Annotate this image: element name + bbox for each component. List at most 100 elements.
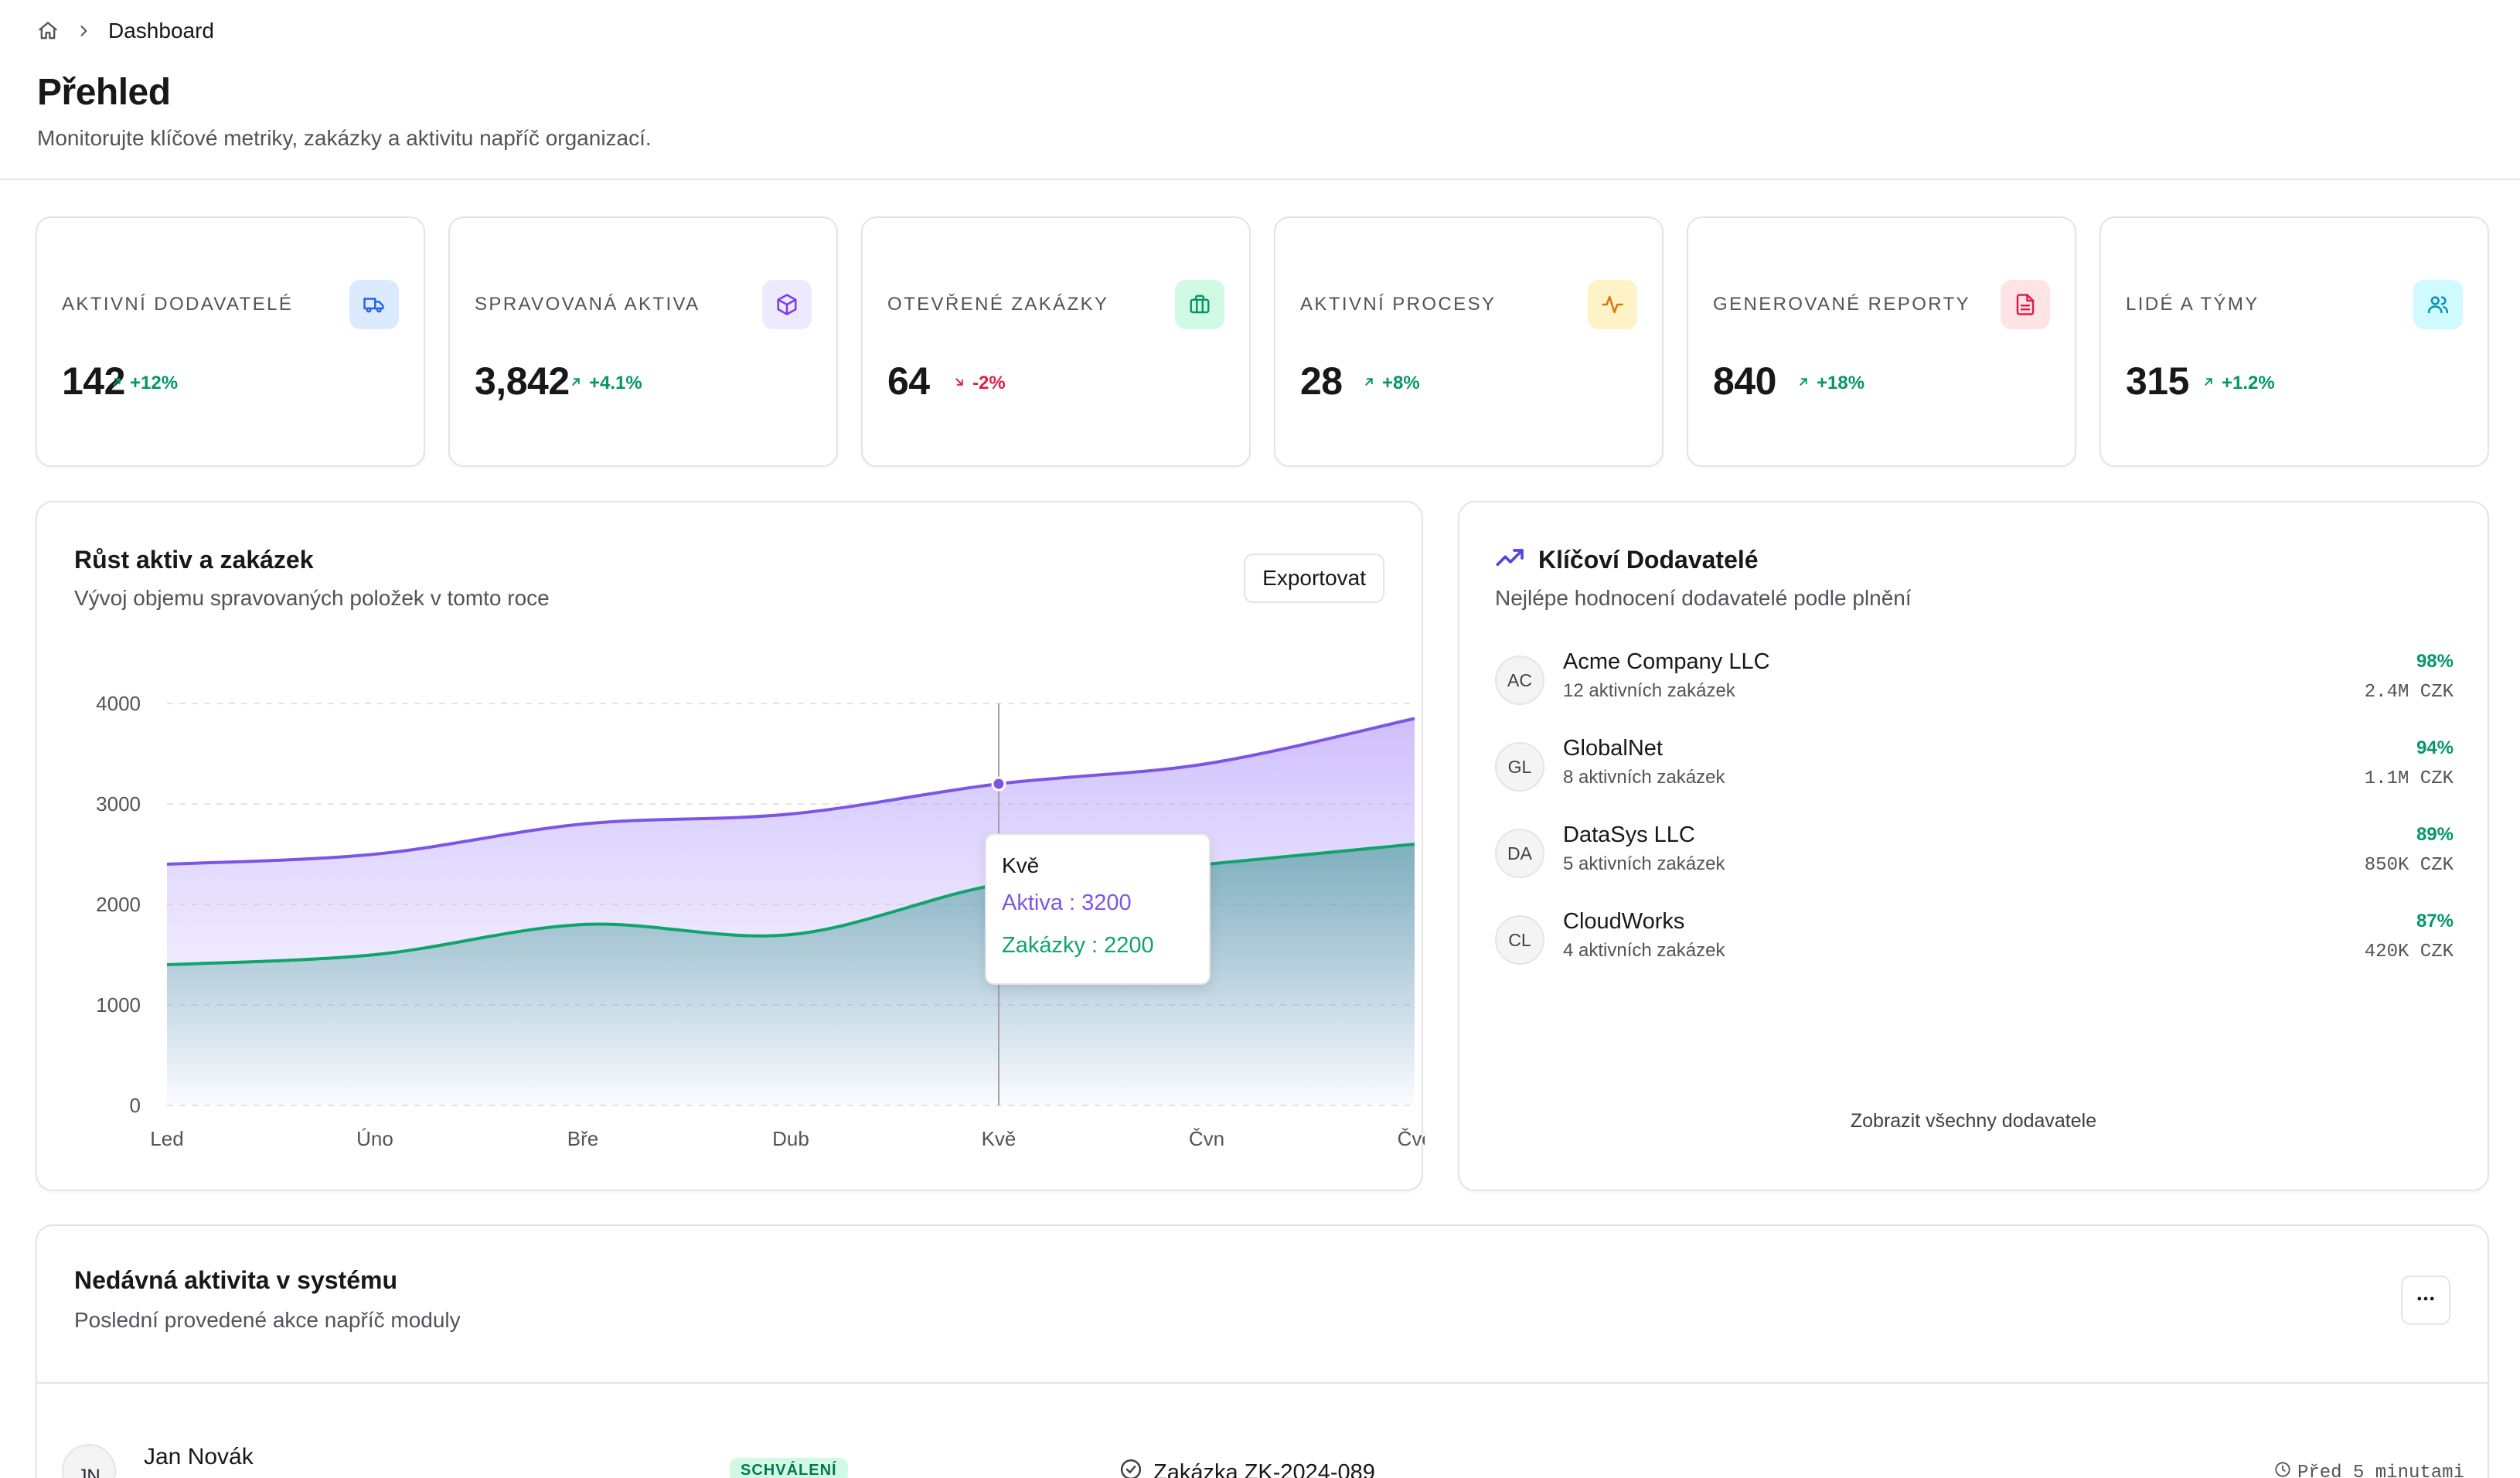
x-tick-label: Kvě — [982, 1127, 1017, 1150]
page-subtitle: Monitorujte klíčové metriky, zakázky a a… — [37, 126, 652, 150]
stat-delta-value: +8% — [1382, 373, 1420, 393]
hover-point-0 — [991, 776, 1006, 792]
supplier-name: DataSys LLC — [1563, 822, 1695, 847]
stat-delta: +8% — [1362, 373, 1420, 394]
growth-chart[interactable]: 0 1000 2000 3000 4000 Led Úno Bře Dub Kvě Čvn Čvc — [37, 502, 1425, 1193]
arrow-up-right-icon — [2202, 373, 2215, 394]
arrow-up-right-icon — [1796, 373, 1810, 394]
page-title: Přehled — [37, 72, 171, 113]
arrow-down-right-icon — [952, 373, 966, 394]
supplier-score: 94% — [2416, 737, 2454, 758]
supplier-avatar: CL — [1495, 915, 1544, 965]
supplier-row[interactable]: CL CloudWorks 4 aktivních zakázek 87% 42… — [1495, 909, 2454, 971]
x-tick-label: Led — [150, 1127, 183, 1150]
stat-value: 315 — [2126, 359, 2189, 403]
stat-delta: +12% — [110, 373, 178, 394]
stat-delta-value: +1.2% — [2222, 373, 2275, 393]
breadcrumb: Dashboard — [37, 17, 214, 45]
stat-value: 3,842 — [475, 359, 570, 403]
stat-value: 64 — [887, 359, 930, 403]
supplier-orders: 4 aktivních zakázek — [1563, 940, 1725, 961]
supplier-row[interactable]: DA DataSys LLC 5 aktivních zakázek 89% 8… — [1495, 822, 2454, 884]
stat-card-suppliers[interactable]: Aktivní dodavatelé 142 +12% — [36, 216, 425, 467]
supplier-score: 98% — [2416, 651, 2454, 672]
supplier-name: CloudWorks — [1563, 909, 1685, 934]
stat-card-processes[interactable]: Aktivní procesy 28 +8% — [1274, 216, 1664, 467]
supplier-amount: 2.4M CZK — [2364, 682, 2454, 703]
stat-delta: +1.2% — [2202, 373, 2275, 394]
arrow-up-right-icon — [1362, 373, 1376, 394]
stat-card-orders[interactable]: Otevřené zakázky 64 -2% — [861, 216, 1251, 467]
trending-up-icon — [1495, 543, 1526, 577]
activity-title: Nedávná aktivita v systému — [74, 1266, 397, 1294]
x-tick-label: Úno — [356, 1127, 393, 1150]
stat-label: Otevřené zakázky — [887, 294, 1109, 315]
view-all-suppliers-link[interactable]: Zobrazit všechny dodavatele — [1850, 1110, 2097, 1132]
activity-icon — [1588, 280, 1637, 329]
stat-label: Aktivní procesy — [1300, 294, 1497, 315]
activity-reference-label: Zakázka ZK-2024-089 — [1153, 1459, 1375, 1478]
arrow-up-right-icon — [110, 373, 124, 394]
file-text-icon — [2001, 280, 2050, 329]
activity-subtitle: Poslední provedené akce napříč moduly — [74, 1308, 461, 1332]
tooltip-orders: Zakázky : 2200 — [1002, 933, 1154, 958]
more-horizontal-icon — [2415, 1288, 2437, 1313]
y-tick-label: 2000 — [96, 893, 141, 916]
stat-delta: +4.1% — [569, 373, 642, 394]
x-tick-label: Čvc — [1398, 1127, 1425, 1150]
supplier-avatar: GL — [1495, 742, 1544, 792]
tooltip-assets: Aktiva : 3200 — [1002, 891, 1132, 915]
stat-delta-value: -2% — [972, 373, 1006, 393]
header-divider — [0, 179, 2520, 180]
supplier-score: 87% — [2416, 911, 2454, 931]
y-tick-label: 4000 — [96, 692, 141, 715]
stat-card-people[interactable]: Lidé a týmy 315 +1.2% — [2099, 216, 2489, 467]
supplier-amount: 420K CZK — [2364, 942, 2454, 962]
check-circle-icon — [1119, 1458, 1143, 1478]
supplier-amount: 1.1M CZK — [2364, 768, 2454, 789]
breadcrumb-current[interactable]: Dashboard — [108, 19, 214, 43]
supplier-amount: 850K CZK — [2364, 855, 2454, 876]
stat-value: 840 — [1713, 359, 1776, 403]
export-button[interactable]: Exportovat — [1244, 553, 1384, 603]
tooltip-title: Kvě — [1002, 853, 1040, 877]
activity-panel: Nedávná aktivita v systému Poslední prov… — [36, 1224, 2489, 1478]
box-icon — [762, 280, 812, 329]
users-icon — [2413, 280, 2463, 329]
suppliers-panel: Klíčoví Dodavatelé Nejlépe hodnocení dod… — [1458, 501, 2489, 1191]
activity-avatar: JN — [62, 1444, 116, 1478]
growth-chart-panel: Růst aktiv a zakázek Vývoj objemu spravo… — [36, 501, 1425, 1193]
chart-panel-title: Růst aktiv a zakázek — [74, 546, 314, 574]
activity-user-name: Jan Novák — [144, 1444, 254, 1469]
home-icon[interactable] — [37, 20, 59, 42]
supplier-name: GlobalNet — [1563, 736, 1663, 761]
y-tick-label: 0 — [130, 1094, 141, 1117]
chart-panel-subtitle: Vývoj objemu spravovaných položek v tomt… — [74, 586, 550, 610]
stat-delta: +18% — [1796, 373, 1864, 394]
more-options-button[interactable] — [2401, 1275, 2450, 1325]
stat-value: 142 — [62, 359, 125, 403]
supplier-score: 89% — [2416, 824, 2454, 845]
stat-label: Generované reporty — [1713, 294, 1971, 315]
supplier-row[interactable]: GL GlobalNet 8 aktivních zakázek 94% 1.1… — [1495, 736, 2454, 798]
activity-divider — [37, 1382, 2488, 1384]
activity-reference[interactable]: Zakázka ZK-2024-089 — [1119, 1458, 1375, 1478]
supplier-row[interactable]: AC Acme Company LLC 12 aktivních zakázek… — [1495, 649, 2454, 711]
truck-icon — [349, 280, 399, 329]
briefcase-icon — [1175, 280, 1224, 329]
supplier-avatar: AC — [1495, 656, 1544, 705]
stat-card-reports[interactable]: Generované reporty 840 +18% — [1687, 216, 2076, 467]
arrow-up-right-icon — [569, 373, 583, 394]
stat-delta-value: +12% — [130, 373, 179, 393]
suppliers-title: Klíčoví Dodavatelé — [1538, 546, 1759, 574]
stat-label: Aktivní dodavatelé — [62, 294, 294, 315]
activity-time-label: Před 5 minutami — [2297, 1462, 2464, 1478]
series-line-0[interactable] — [166, 717, 1415, 866]
chevron-right-icon — [76, 23, 91, 39]
chart-tooltip: Kvě Aktiva : 3200 Zakázky : 2200 — [985, 833, 1211, 985]
supplier-orders: 8 aktivních zakázek — [1563, 767, 1725, 788]
stat-value: 28 — [1300, 359, 1343, 403]
